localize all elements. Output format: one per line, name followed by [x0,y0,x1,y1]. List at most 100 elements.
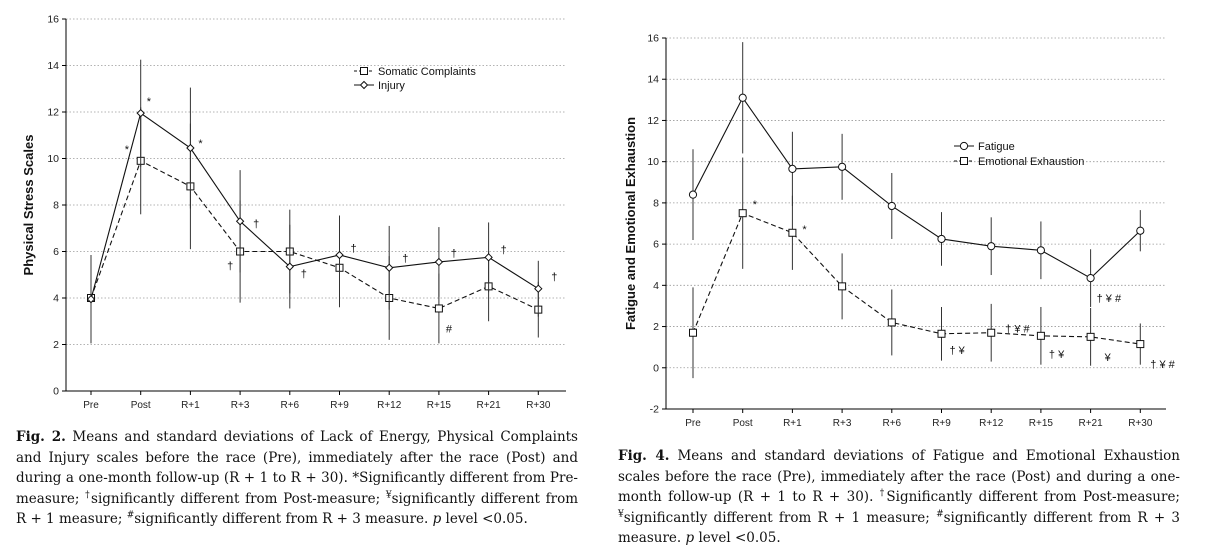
y-tick-label: 6 [53,246,59,258]
data-point [887,201,896,211]
significance-mark: † [351,243,357,255]
caption-sup: ¥ [618,509,624,519]
x-tick-label: Post [131,400,151,411]
significance-mark: * [147,96,152,108]
figure-2-chart: 0 2 4 6 8 10 12 14 16 Pre Post R+1 R+3 R+6 R+9 R+12 R+15… [21,14,566,411]
data-point [688,190,698,199]
data-point [1136,340,1145,349]
caption-sup: # [936,509,944,519]
legend-marker [360,67,368,75]
caption-text: significantly different from Post-measur… [91,490,386,507]
data-point [136,108,145,118]
significance-mark: * [125,144,130,156]
x-tick-label: R+15 [427,400,452,411]
x-tick-label: R+12 [377,400,402,411]
x-tick-label: R+3 [231,400,250,411]
series-line [692,212,1141,345]
data-point [1036,331,1045,340]
legend-marker [959,141,969,151]
x-tick-label: R+15 [1029,418,1054,429]
y-axis-title: Fatigue and Emotional Exhaustion [623,117,638,330]
figure-4-caption: Fig. 4. Means and standard deviations of… [618,446,1180,549]
caption-p: p [432,511,442,527]
significance-mark: * [753,199,758,211]
caption-sup: # [126,510,135,521]
data-point [937,329,946,338]
y-axis-title: Physical Stress Scales [21,135,36,276]
caption-text: level <0.05. [441,511,528,527]
significance-mark: ¥ [1104,352,1112,364]
y-tick-label: 10 [47,153,59,165]
data-point [987,328,996,337]
y-tick-label: 6 [653,239,659,251]
y-tick-label: 2 [53,339,59,351]
y-tick-label: 8 [53,200,59,212]
significance-mark: † [501,244,507,256]
caption-text: Means and standard deviations of Fatigue… [618,448,1180,505]
data-point [1086,332,1095,341]
data-point [689,328,697,337]
data-point [285,262,295,271]
x-tick-label: R+6 [882,418,901,429]
significance-mark: # [446,323,453,335]
caption-sup: † [879,488,887,499]
x-tick-label: R+1 [783,418,802,429]
caption-p: p [685,530,695,546]
series-line [692,96,1141,279]
legend-label: Fatigue [978,141,1015,153]
data-point [1036,246,1045,255]
x-tick-label: R+30 [526,400,551,411]
y-tick-label: 8 [653,197,659,209]
caption-text: significantly different from R + 3 measu… [134,511,433,527]
x-tick-label: R+21 [1079,418,1104,429]
significance-mark: * [802,224,807,236]
y-tick-label: 16 [647,33,659,45]
figure-2-caption: Fig. 2. Means and standard deviations of… [16,427,578,530]
y-tick-label: 4 [53,293,59,305]
data-point [1086,274,1095,283]
series-line [90,112,539,300]
data-point [186,143,195,153]
x-tick-label: Pre [685,418,701,429]
data-point [937,234,946,244]
significance-mark: † ¥ # [1150,359,1175,371]
y-tick-label: 14 [647,74,659,86]
series-line [90,160,539,311]
y-tick-label: 2 [653,321,659,333]
caption-text: significantly different from R + 1 measu… [16,490,578,528]
significance-mark: † [227,261,233,273]
y-tick-label: -2 [650,404,659,416]
figure-4-chart: -2 0 2 4 6 8 10 12 14 16 Pre Post R+1 R+3 R+6 R+9 R+12 R+… [623,33,1176,430]
legend-label: Somatic Complaints [378,66,476,78]
x-tick-label: R+21 [477,400,502,411]
legend-marker [960,157,968,165]
y-tick-label: 16 [47,14,59,26]
data-point [838,162,847,171]
significance-mark: † [551,272,557,284]
data-point [86,294,96,304]
data-point [738,209,747,218]
x-tick-label: Post [733,418,753,429]
y-tick-label: 0 [653,362,659,374]
data-point [887,318,896,327]
significance-mark: † ¥ [1049,349,1065,361]
significance-mark: † [451,248,457,260]
caption-label: Fig. 2. [16,429,66,445]
significance-mark: † ¥ # [1097,293,1122,305]
data-point [788,164,797,173]
significance-mark: * [198,138,203,150]
data-point [788,228,797,237]
x-tick-label: Pre [83,400,99,411]
y-tick-label: 14 [47,60,59,72]
x-tick-label: R+12 [979,418,1004,429]
caption-text: Means and standard deviations of Lack of… [16,429,578,507]
y-tick-label: 12 [647,115,659,127]
y-tick-label: 0 [53,386,59,398]
y-tick-label: 12 [47,107,59,119]
significance-mark: † [253,218,259,230]
significance-mark: † ¥ # [1005,324,1030,336]
caption-text: level <0.05. [694,530,781,546]
data-point [1136,226,1145,235]
x-tick-label: R+1 [181,400,200,411]
x-tick-label: R+9 [932,418,951,429]
